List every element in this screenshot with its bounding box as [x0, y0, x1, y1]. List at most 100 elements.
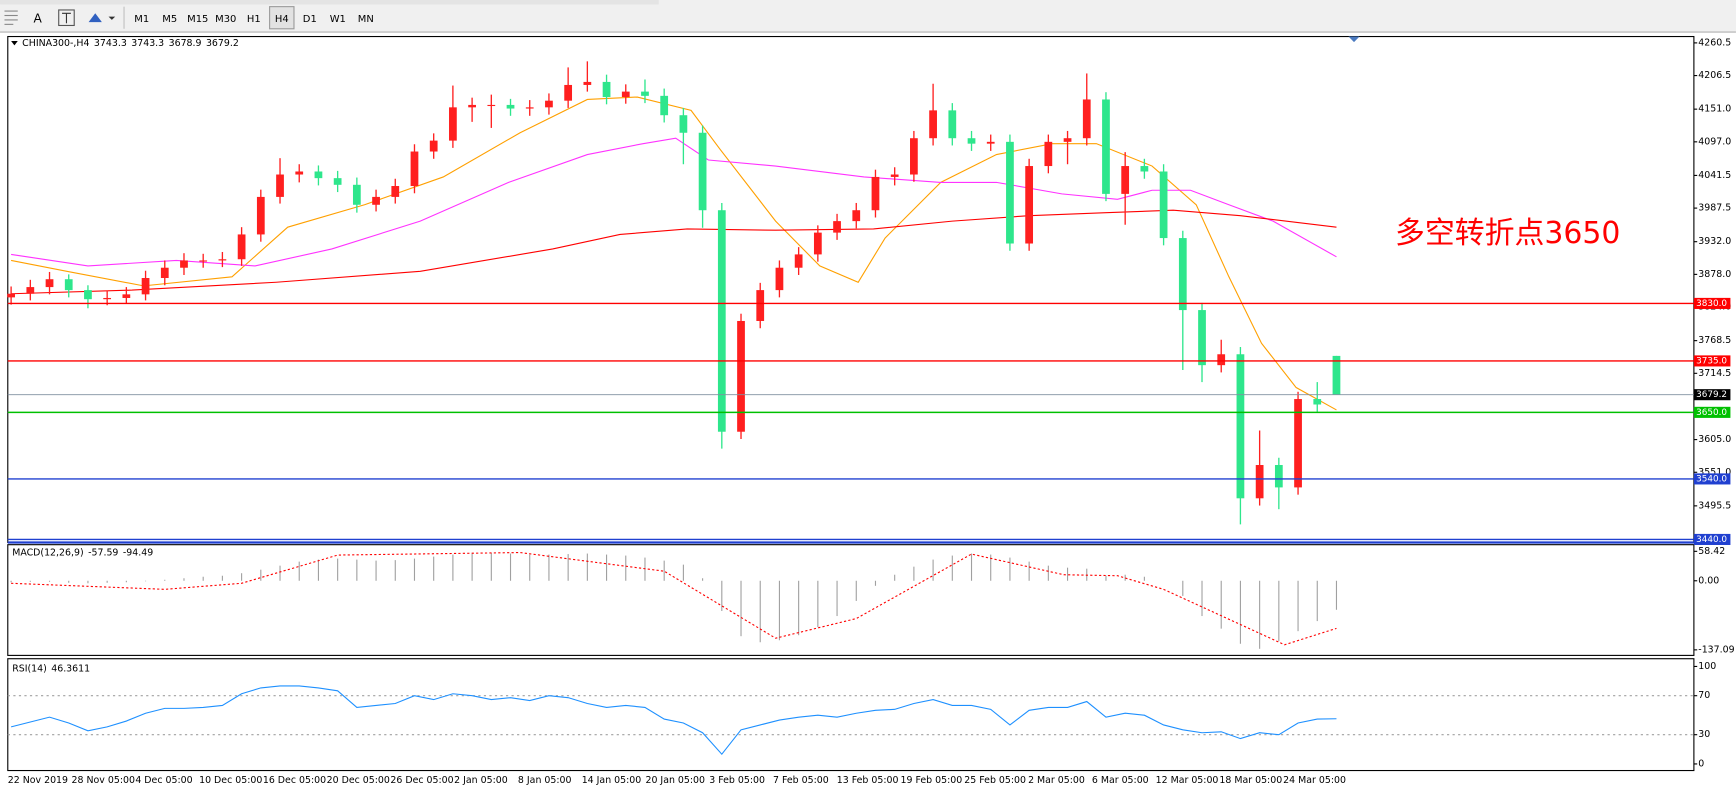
- x-tick-label: 7 Feb 05:00: [773, 775, 829, 786]
- moving-average: [11, 96, 1337, 411]
- candle-body: [1236, 354, 1245, 499]
- label-tool-glyph: [62, 12, 71, 24]
- timeframe-button[interactable]: H4: [275, 14, 289, 25]
- y-tick-label: 3551.0: [1698, 467, 1731, 478]
- moving-average: [11, 137, 1337, 267]
- annotation: 多空转折点3650: [1395, 216, 1620, 251]
- y-tick-label: 100: [1698, 661, 1716, 672]
- x-tick-label: 26 Dec 05:00: [390, 775, 453, 786]
- timeframe-button[interactable]: H1: [247, 14, 261, 25]
- candle-body: [180, 260, 188, 268]
- candle-body: [1121, 166, 1130, 194]
- timeframe-button[interactable]: D1: [303, 14, 317, 25]
- chart-header: CHINA300-,H4 3743.3 3743.3 3678.9 3679.2: [22, 38, 239, 49]
- candle-body: [621, 91, 630, 98]
- header-low: 3678.9: [169, 38, 202, 49]
- y-tick-label: 4206.5: [1698, 70, 1731, 81]
- macd-panel-frame: [7, 544, 1695, 656]
- y-tick-label: 3768.5: [1698, 335, 1731, 346]
- label-tool-icon[interactable]: [58, 9, 75, 27]
- y-tick-label: 3932.0: [1698, 236, 1731, 247]
- candle-body: [890, 174, 899, 177]
- x-tick-label: 2 Mar 05:00: [1028, 775, 1085, 786]
- candle-body: [237, 234, 246, 260]
- x-tick-label: 8 Jan 05:00: [518, 775, 572, 786]
- candle-body: [410, 151, 419, 187]
- rsi-label: RSI(14): [12, 663, 47, 674]
- candle-body: [352, 184, 361, 205]
- y-tick-label: 70: [1698, 690, 1710, 701]
- timeframe-button[interactable]: M30: [215, 14, 236, 25]
- signal-line: [11, 551, 1337, 646]
- level-price-label: 3650.0: [1696, 408, 1727, 418]
- current-price-box: [1693, 389, 1731, 401]
- x-tick-label: 14 Jan 05:00: [582, 775, 642, 786]
- candle-body: [833, 221, 841, 233]
- x-tick-label: 20 Dec 05:00: [327, 775, 390, 786]
- candle-body: [372, 196, 380, 205]
- candle-body: [449, 107, 457, 141]
- candle-body: [276, 174, 284, 197]
- candle-body: [1255, 465, 1264, 499]
- macd-label: MACD(12,26,9): [12, 547, 83, 558]
- header-arrow: [11, 40, 18, 46]
- candle-body: [1159, 171, 1168, 239]
- y-tick-label: 4097.0: [1698, 136, 1731, 147]
- timeframe-button[interactable]: M1: [134, 14, 149, 25]
- header-close: 3679.2: [206, 38, 239, 49]
- level-price-box: [1693, 355, 1731, 367]
- candle-body: [967, 138, 976, 144]
- candle-body: [583, 81, 592, 85]
- y-tick-label: 3714.5: [1698, 368, 1731, 379]
- objects-tool-icon[interactable]: [88, 13, 102, 23]
- candle-body: [1178, 238, 1187, 311]
- candle-body: [679, 115, 688, 133]
- header-open: 3743.3: [94, 38, 127, 49]
- candle-body: [737, 320, 745, 432]
- level-price-box: [1693, 533, 1731, 545]
- candle-body: [391, 186, 400, 197]
- candle-body: [1082, 99, 1091, 139]
- candle-body: [256, 196, 265, 235]
- candle-body: [7, 293, 15, 298]
- x-tick-label: 13 Feb 05:00: [837, 775, 899, 786]
- candle-body: [1063, 138, 1072, 142]
- rsi-value: 46.3611: [51, 663, 90, 674]
- candle-body: [429, 140, 438, 152]
- x-tick-label: 20 Jan 05:00: [645, 775, 705, 786]
- candle-body: [545, 100, 553, 108]
- timeframe-button[interactable]: M15: [187, 14, 208, 25]
- candle-body: [852, 210, 861, 222]
- candle-body: [794, 254, 803, 268]
- y-tick-label: 4151.0: [1698, 104, 1731, 115]
- timeframe-button[interactable]: MN: [358, 14, 374, 25]
- level-price-label: 3735.0: [1696, 356, 1727, 366]
- level-price-label: 3540.0: [1696, 474, 1727, 484]
- candle-body: [314, 171, 323, 179]
- level-price-box: [1693, 473, 1731, 485]
- x-tick-label: 25 Feb 05:00: [964, 775, 1026, 786]
- candle-body: [698, 132, 707, 211]
- macd-value: -57.59: [88, 547, 118, 558]
- candle-body: [1198, 310, 1206, 366]
- level-price-box: [1693, 297, 1731, 309]
- candle-body: [64, 279, 73, 291]
- text-tool[interactable]: A: [34, 11, 43, 25]
- candle-body: [1140, 166, 1149, 172]
- candle-body: [910, 138, 918, 175]
- x-tick-label: 16 Dec 05:00: [263, 775, 326, 786]
- candle-body: [986, 141, 995, 144]
- rsi-panel-frame: [7, 658, 1695, 772]
- dropdown-arrow[interactable]: [108, 16, 116, 20]
- candle-body: [45, 279, 54, 288]
- macd-header: MACD(12,26,9) -57.59 -94.49: [12, 547, 153, 558]
- timeframe-button[interactable]: W1: [330, 14, 346, 25]
- candle-body: [506, 104, 515, 109]
- level-price-label: 3830.0: [1696, 299, 1727, 309]
- timeframe-button[interactable]: M5: [162, 14, 177, 25]
- candle-body: [26, 287, 35, 294]
- signal-value: -94.49: [123, 547, 153, 558]
- y-tick-label: 3878.0: [1698, 269, 1731, 280]
